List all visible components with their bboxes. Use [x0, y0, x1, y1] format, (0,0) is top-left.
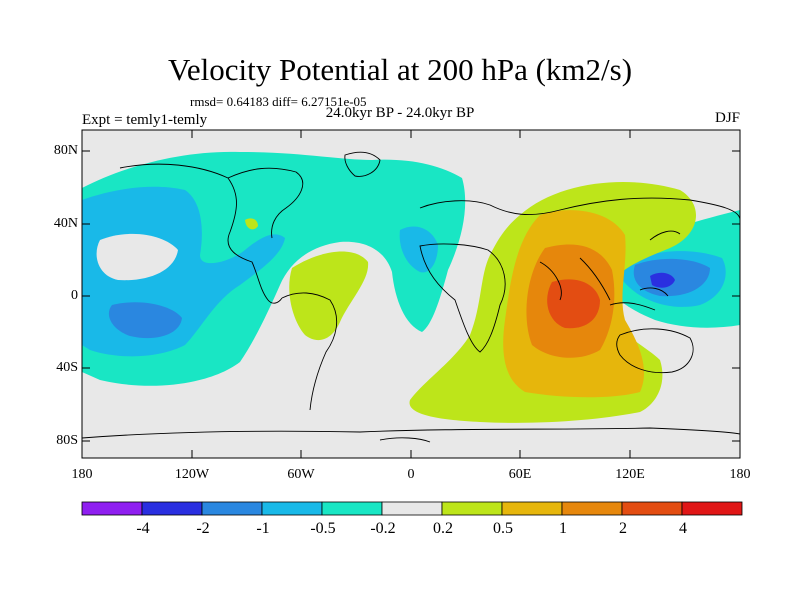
colorbar-swatch	[621, 501, 683, 516]
region-neg-1-south	[108, 302, 182, 339]
coast-australia	[616, 328, 694, 374]
stats-label: rmsd= 0.64183 diff= 6.27151e-05	[190, 94, 367, 109]
lon-tick-180w: 180	[71, 467, 93, 482]
coast-japan	[649, 230, 681, 241]
lat-tick-0: 0	[71, 288, 78, 303]
colorbar-swatch	[441, 501, 503, 516]
lon-tick-0: 0	[407, 467, 415, 482]
region-pos-0.2-samerica	[289, 251, 369, 341]
coast-maritime	[609, 287, 669, 311]
colorbar-label: 2	[619, 520, 627, 537]
season-label: DJF	[714, 110, 740, 126]
lat-tick-40n: 40N	[53, 216, 78, 231]
lon-tick-120w: 120W	[174, 467, 210, 482]
period-label: 24.0kyr BP - 24.0kyr BP	[325, 105, 475, 121]
colorbar-label: 0.5	[493, 520, 513, 537]
region-neg-2-east	[650, 272, 675, 288]
experiment-label: Expt = temly1-temly	[82, 112, 208, 128]
colorbar-swatch	[681, 501, 743, 516]
colorbar-label: 4	[679, 520, 687, 537]
lat-tick-80n: 80N	[53, 143, 78, 158]
lon-tick-180e: 180	[729, 467, 751, 482]
coast-antarctic-peninsula	[379, 437, 431, 443]
colorbar-label: -2	[196, 520, 210, 537]
map-field	[82, 130, 740, 458]
lat-tick-80s: 80S	[56, 433, 78, 448]
colorbar-swatch	[261, 501, 323, 516]
colorbar-label: 1	[559, 520, 567, 537]
colorbar-swatch	[381, 501, 443, 516]
coast-greenland	[344, 151, 381, 177]
coast-canada	[227, 167, 304, 239]
colorbar-swatch	[561, 501, 623, 516]
colorbar	[81, 501, 743, 516]
colorbar-label: -4	[136, 520, 150, 537]
lat-tick-40s: 40S	[56, 360, 78, 375]
colorbar-swatch	[321, 501, 383, 516]
coast-antarctica	[82, 427, 740, 439]
colorbar-swatch	[81, 501, 143, 516]
colorbar-label: -1	[256, 520, 270, 537]
lon-tick-120e: 120E	[615, 467, 645, 482]
colorbar-label: 0.2	[433, 520, 453, 537]
map-ticks	[81, 130, 741, 458]
coast-south-asia	[539, 257, 611, 301]
region-pos-2	[547, 279, 600, 329]
coast-eurasia	[419, 197, 740, 221]
colorbar-swatch	[201, 501, 263, 516]
region-pos-0.2-namerica	[245, 218, 258, 230]
colorbar-label: -0.5	[310, 520, 336, 537]
chart-title: Velocity Potential at 200 hPa (km2/s)	[167, 52, 633, 87]
region-neg-0.5-atlantic	[399, 226, 438, 273]
coast-north-america	[119, 163, 283, 304]
coast-africa	[419, 243, 506, 353]
coast-south-america	[281, 292, 338, 411]
colorbar-label: -0.2	[370, 520, 396, 537]
lon-tick-60w: 60W	[287, 467, 315, 482]
pacific-hole	[96, 233, 178, 281]
lon-tick-60e: 60E	[508, 467, 532, 482]
colorbar-swatch	[141, 501, 203, 516]
coastlines	[82, 151, 740, 443]
colorbar-swatch	[501, 501, 563, 516]
